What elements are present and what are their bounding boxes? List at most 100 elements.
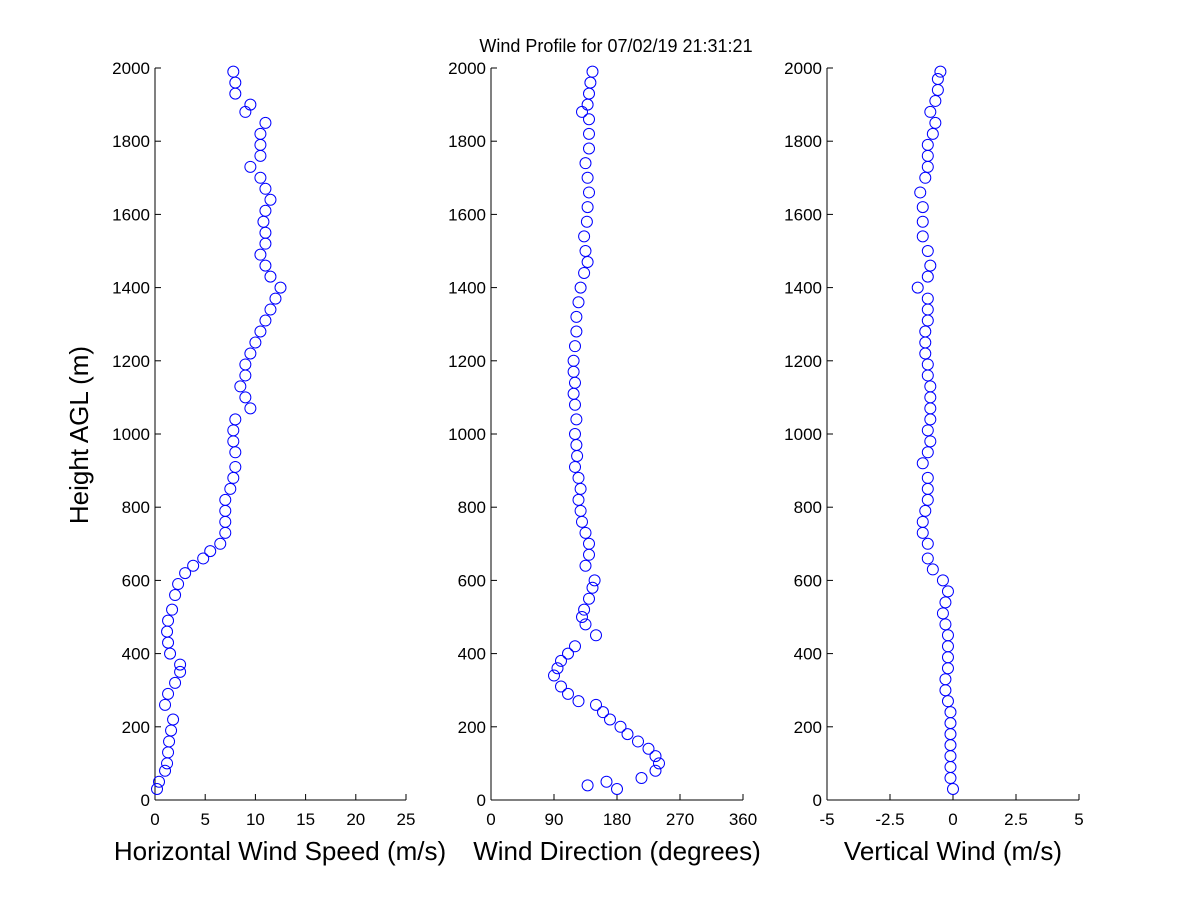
data-point-horizontal-wind-speed xyxy=(161,757,174,770)
data-point-wind-direction xyxy=(649,764,662,777)
data-point-horizontal-wind-speed xyxy=(159,698,172,711)
x-tick-label: 5 xyxy=(1074,810,1083,829)
y-tick-label: 1400 xyxy=(112,279,150,298)
data-point-horizontal-wind-speed xyxy=(244,98,257,111)
data-point-vertical-wind xyxy=(921,160,934,173)
data-point-wind-direction xyxy=(579,526,592,539)
data-point-horizontal-wind-speed xyxy=(162,687,175,700)
panel-wind-direction: Wind Direction (degrees) 0 200 400 600 800 10… xyxy=(448,59,761,866)
y-tick-label: 400 xyxy=(458,645,486,664)
x-tick-label: 0 xyxy=(150,810,159,829)
data-point-wind-direction xyxy=(632,735,644,748)
data-point-wind-direction xyxy=(579,245,592,257)
y-tick-label: 800 xyxy=(122,498,150,517)
data-point-horizontal-wind-speed xyxy=(259,116,272,129)
data-point-horizontal-wind-speed xyxy=(264,303,277,316)
y-axis-label: Height AGL (m) xyxy=(64,346,94,524)
x-tick-label: 270 xyxy=(666,810,694,829)
data-point-vertical-wind xyxy=(939,596,952,609)
data-point-vertical-wind xyxy=(944,706,957,719)
data-point-wind-direction xyxy=(555,680,567,693)
data-point-horizontal-wind-speed xyxy=(151,783,164,796)
data-point-vertical-wind xyxy=(944,772,957,785)
data-point-wind-direction xyxy=(583,127,595,140)
data-point-vertical-wind xyxy=(921,471,934,484)
data-point-vertical-wind xyxy=(921,292,934,305)
data-point-horizontal-wind-speed xyxy=(224,482,237,495)
data-point-horizontal-wind-speed xyxy=(167,713,180,726)
y-tick-label: 1400 xyxy=(784,279,822,298)
data-point-vertical-wind xyxy=(921,270,934,283)
data-point-wind-direction xyxy=(569,376,581,389)
y-tick-label: 0 xyxy=(477,791,486,810)
y-tick-label: 1600 xyxy=(112,205,150,224)
data-point-horizontal-wind-speed xyxy=(259,314,272,327)
data-point-horizontal-wind-speed xyxy=(197,552,210,565)
data-point-wind-direction xyxy=(578,230,591,243)
data-point-vertical-wind xyxy=(916,230,929,243)
data-point-horizontal-wind-speed xyxy=(254,138,267,151)
data-point-vertical-wind xyxy=(919,336,932,349)
x-tick-label: 0 xyxy=(948,810,957,829)
data-point-wind-direction xyxy=(574,281,587,294)
y-tick-label: 1200 xyxy=(112,352,150,371)
y-tick-label: 1800 xyxy=(112,132,150,151)
data-point-wind-direction xyxy=(581,171,594,184)
data-point-horizontal-wind-speed xyxy=(274,281,287,294)
data-point-wind-direction xyxy=(584,76,597,89)
data-point-horizontal-wind-speed xyxy=(161,625,174,638)
x-axis-label-horizontal-wind-speed: Horizontal Wind Speed (m/s) xyxy=(114,836,446,866)
data-point-horizontal-wind-speed xyxy=(169,589,182,602)
data-point-horizontal-wind-speed xyxy=(172,578,185,591)
data-point-wind-direction xyxy=(572,296,585,309)
data-point-vertical-wind xyxy=(921,424,934,437)
data-point-vertical-wind xyxy=(916,201,929,214)
y-tick-label: 200 xyxy=(458,718,486,737)
data-point-wind-direction xyxy=(586,581,599,594)
data-point-wind-direction xyxy=(570,310,583,323)
data-point-vertical-wind xyxy=(941,662,954,675)
data-point-wind-direction xyxy=(597,706,609,719)
data-point-vertical-wind xyxy=(947,783,959,796)
y-tick-label: 1200 xyxy=(448,352,486,371)
data-point-vertical-wind xyxy=(944,761,957,774)
data-point-horizontal-wind-speed xyxy=(254,248,267,261)
data-point-vertical-wind xyxy=(929,94,942,107)
data-point-vertical-wind xyxy=(921,493,934,506)
data-point-wind-direction xyxy=(583,548,595,561)
x-tick-label: 15 xyxy=(296,810,315,829)
y-tick-label: 200 xyxy=(794,718,822,737)
data-point-wind-direction xyxy=(583,537,595,550)
y-tick-label: 800 xyxy=(794,498,822,517)
y-tick-label: 600 xyxy=(458,571,486,590)
data-point-vertical-wind xyxy=(924,402,937,415)
data-point-vertical-wind xyxy=(944,750,957,763)
chart-title: Wind Profile for 07/02/19 21:31:21 xyxy=(479,36,752,56)
data-point-horizontal-wind-speed xyxy=(219,515,232,528)
data-point-horizontal-wind-speed xyxy=(204,545,217,558)
data-point-wind-direction xyxy=(569,428,581,440)
data-point-horizontal-wind-speed xyxy=(159,764,172,777)
data-point-wind-direction xyxy=(570,325,583,338)
data-point-horizontal-wind-speed xyxy=(244,347,257,360)
y-tick-label: 1800 xyxy=(784,132,822,151)
y-tick-label: 200 xyxy=(122,718,150,737)
data-point-wind-direction xyxy=(604,713,616,726)
data-point-horizontal-wind-speed xyxy=(229,76,242,89)
data-point-horizontal-wind-speed xyxy=(179,567,192,580)
data-point-vertical-wind xyxy=(921,358,934,371)
data-point-wind-direction xyxy=(621,728,634,741)
x-tick-label: 0 xyxy=(486,810,495,829)
data-point-horizontal-wind-speed xyxy=(164,647,177,660)
data-point-wind-direction xyxy=(642,742,655,755)
data-point-wind-direction xyxy=(572,471,585,484)
data-point-wind-direction xyxy=(570,413,583,426)
y-tick-label: 1000 xyxy=(784,425,822,444)
y-tick-label: 1400 xyxy=(448,279,486,298)
data-point-horizontal-wind-speed xyxy=(219,526,232,539)
data-point-wind-direction xyxy=(580,215,593,228)
data-point-horizontal-wind-speed xyxy=(174,665,187,678)
data-point-vertical-wind xyxy=(941,651,954,664)
data-point-vertical-wind xyxy=(924,391,937,404)
panel-vertical-wind: Vertical Wind (m/s) 0 200 400 600 800 1000 120… xyxy=(784,59,1084,866)
